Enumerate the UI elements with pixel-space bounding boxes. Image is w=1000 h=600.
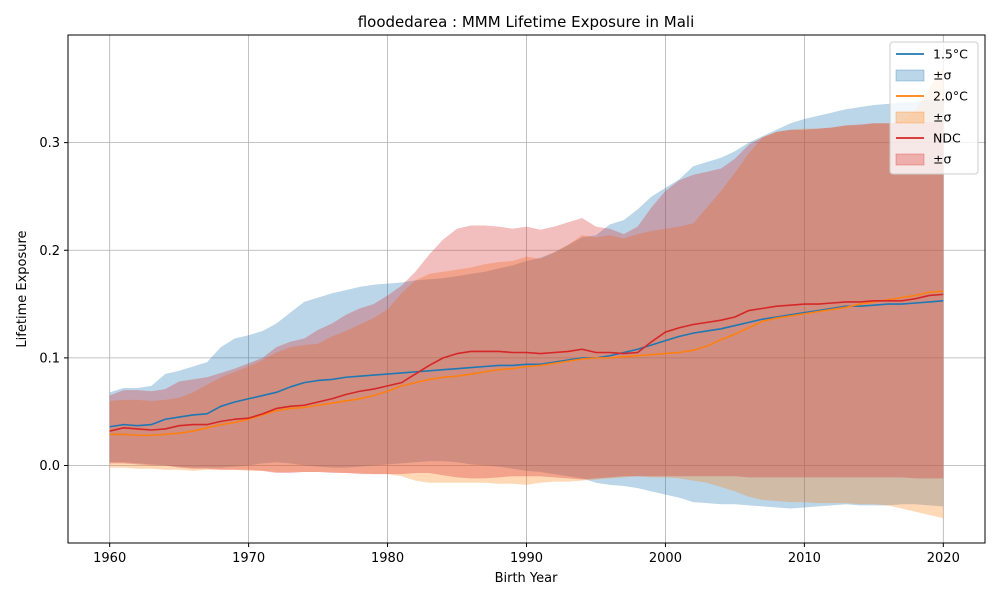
series-line-2	[109, 290, 944, 437]
x-tick-label: 1960	[93, 551, 126, 566]
series-line-1	[109, 300, 944, 428]
legend-label: ±σ	[933, 110, 951, 125]
x-axis-title: Birth Year	[495, 571, 559, 586]
legend-label: 2.0°C	[933, 89, 968, 104]
x-tick-label: 2020	[927, 551, 960, 566]
x-tick-label: 1980	[371, 551, 404, 566]
chart-title: floodedarea : MMM Lifetime Exposure in M…	[358, 13, 695, 31]
legend-label: ±σ	[933, 68, 951, 83]
legend-band-swatch	[895, 111, 925, 124]
legend-label: ±σ	[933, 152, 951, 167]
x-tick-label: 1970	[232, 551, 265, 566]
band-1	[109, 99, 944, 509]
legend-band-swatch	[895, 153, 925, 166]
y-tick-label: 0.3	[39, 136, 60, 151]
x-tick-label: 2010	[788, 551, 821, 566]
y-tick-label: 0.0	[39, 459, 60, 474]
x-tick-label: 2000	[649, 551, 682, 566]
series-line-3	[109, 293, 944, 432]
legend-band-swatch	[895, 69, 925, 82]
y-axis-title: Lifetime Exposure	[15, 230, 30, 347]
legend-label: NDC	[933, 131, 961, 146]
x-tick-label: 1990	[510, 551, 543, 566]
legend-box	[889, 41, 979, 175]
y-tick-label: 0.1	[39, 351, 60, 366]
band-3	[109, 121, 944, 480]
y-tick-label: 0.2	[39, 244, 60, 259]
legend-label: 1.5°C	[933, 47, 968, 62]
